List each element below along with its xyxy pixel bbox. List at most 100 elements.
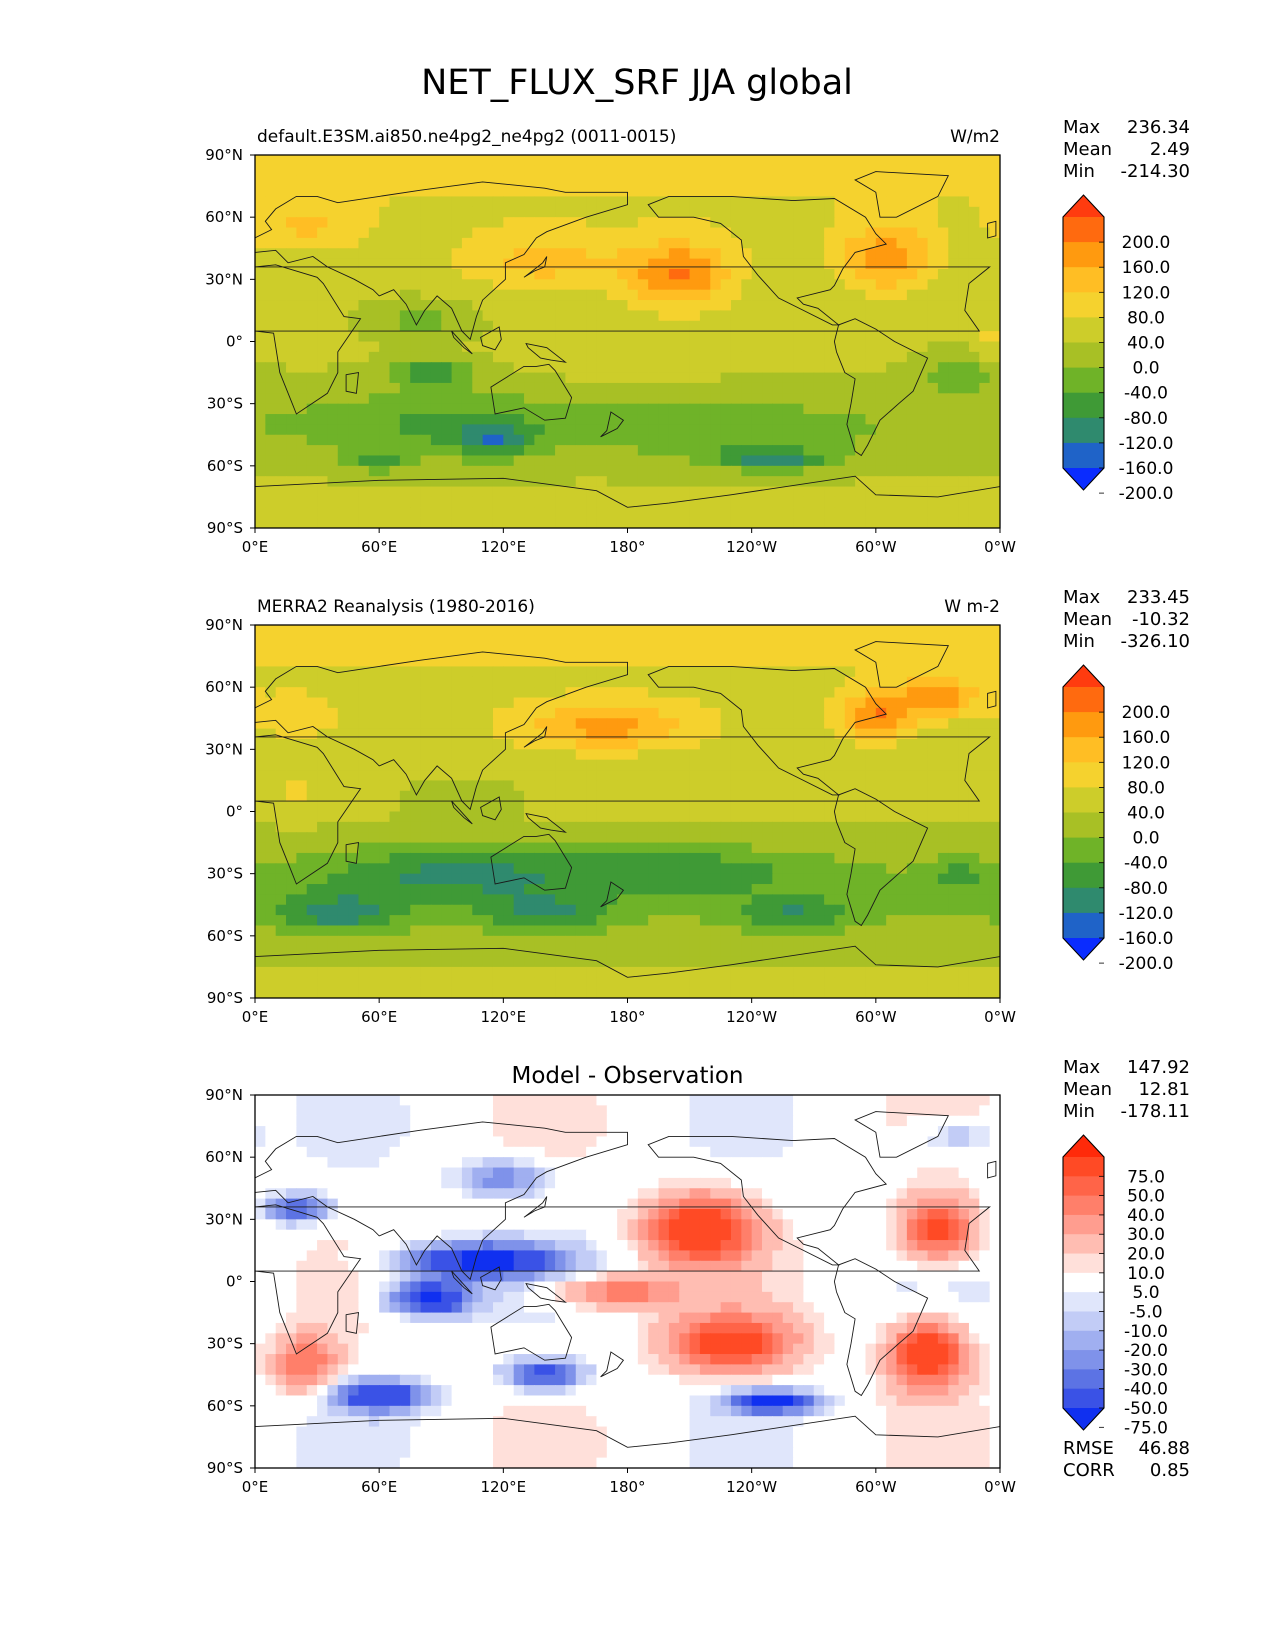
heatmap-cell: [627, 811, 639, 823]
heatmap-cell: [886, 790, 898, 802]
heatmap-cell: [668, 320, 680, 332]
heatmap-cell: [399, 351, 411, 363]
heatmap-cell: [875, 676, 887, 688]
heatmap-cell: [710, 884, 722, 895]
heatmap-cell: [430, 687, 442, 699]
heatmap-cell: [317, 517, 329, 528]
heatmap-cell: [524, 904, 535, 916]
heatmap-cell: [503, 676, 515, 688]
heatmap-cell: [875, 258, 887, 270]
heatmap-cell: [762, 863, 773, 875]
heatmap-cell: [927, 749, 939, 761]
heatmap-cell: [710, 403, 722, 415]
heatmap-cell: [844, 486, 856, 498]
heatmap-cell: [420, 707, 432, 719]
heatmap-cell: [751, 656, 763, 668]
heatmap-cell: [968, 863, 980, 875]
heatmap-cell: [679, 873, 691, 885]
heatmap-cell: [968, 268, 980, 280]
heatmap-cell: [555, 676, 567, 688]
heatmap-cell: [989, 289, 1000, 301]
heatmap-cell: [855, 915, 867, 927]
heatmap-cell: [886, 873, 898, 885]
heatmap-cell: [637, 780, 649, 792]
heatmap-cell: [844, 842, 856, 854]
heatmap-cell: [575, 403, 587, 415]
heatmap-cell: [575, 728, 587, 740]
heatmap-cell: [658, 645, 670, 657]
heatmap-cell: [886, 801, 898, 813]
heatmap-cell: [555, 852, 567, 864]
heatmap-cell: [275, 455, 287, 467]
heatmap-cell: [389, 372, 401, 384]
heatmap-cell: [865, 496, 877, 508]
heatmap-cell: [472, 341, 484, 353]
heatmap-cell: [948, 465, 960, 477]
heatmap-cell: [337, 915, 349, 927]
heatmap-cell: [306, 455, 318, 467]
heatmap-cell: [917, 884, 929, 895]
heatmap-cell: [368, 645, 380, 657]
heatmap-cell: [461, 155, 473, 166]
heatmap-cell: [534, 790, 546, 802]
heatmap-cell: [886, 248, 898, 260]
heatmap-cell: [772, 300, 784, 312]
heatmap-cell: [461, 852, 473, 864]
heatmap-cell: [637, 362, 649, 374]
heatmap-cell: [430, 279, 442, 291]
heatmap-cell: [824, 496, 836, 508]
heatmap-cell: [451, 645, 463, 657]
heatmap-cell: [524, 258, 535, 270]
heatmap-cell: [482, 728, 494, 740]
heatmap-cell: [979, 935, 991, 947]
heatmap-cell: [565, 780, 577, 792]
heatmap-cell: [762, 852, 773, 864]
heatmap-cell: [337, 935, 349, 947]
heatmap-cell: [782, 666, 794, 678]
heatmap-cell: [668, 821, 680, 833]
heatmap-cell: [906, 424, 918, 436]
heatmap-cell: [699, 165, 711, 177]
heatmap-cell: [575, 237, 587, 249]
heatmap-cell: [813, 424, 825, 436]
heatmap-cell: [834, 935, 846, 947]
heatmap-cell: [348, 382, 360, 394]
heatmap-cell: [555, 790, 567, 802]
heatmap-cell: [782, 935, 794, 947]
heatmap-cell: [844, 770, 856, 782]
heatmap-cell: [306, 403, 318, 415]
heatmap-cell: [617, 310, 629, 322]
heatmap-cell: [751, 666, 763, 678]
colorbar-segment: [1063, 217, 1104, 243]
heatmap-cell: [441, 946, 453, 958]
heatmap-cell: [596, 894, 608, 906]
heatmap-cell: [948, 946, 960, 958]
heatmap-cell: [710, 310, 722, 322]
heatmap-cell: [658, 832, 670, 844]
heatmap-cell: [565, 759, 577, 771]
heatmap-cell: [637, 935, 649, 947]
heatmap-cell: [368, 707, 380, 719]
heatmap-cell: [544, 676, 556, 688]
heatmap-cell: [689, 697, 701, 709]
heatmap-cell: [327, 873, 339, 885]
heatmap-cell: [844, 738, 856, 750]
heatmap-cell: [989, 248, 1000, 260]
heatmap-cell: [803, 320, 815, 332]
heatmap-cell: [710, 801, 722, 813]
heatmap-cell: [306, 738, 318, 750]
heatmap-cell: [948, 320, 960, 332]
heatmap-cell: [348, 728, 360, 740]
heatmap-cell: [503, 873, 515, 885]
heatmap-cell: [844, 165, 856, 177]
heatmap-cell: [524, 635, 535, 647]
heatmap-cell: [668, 289, 680, 301]
heatmap-cell: [772, 749, 784, 761]
heatmap-cell: [896, 687, 908, 699]
heatmap-cell: [255, 248, 266, 260]
heatmap-cell: [503, 852, 515, 864]
heatmap-cell: [834, 465, 846, 477]
heatmap-cell: [751, 625, 763, 636]
heatmap-cell: [803, 790, 815, 802]
heatmap-cell: [668, 852, 680, 864]
